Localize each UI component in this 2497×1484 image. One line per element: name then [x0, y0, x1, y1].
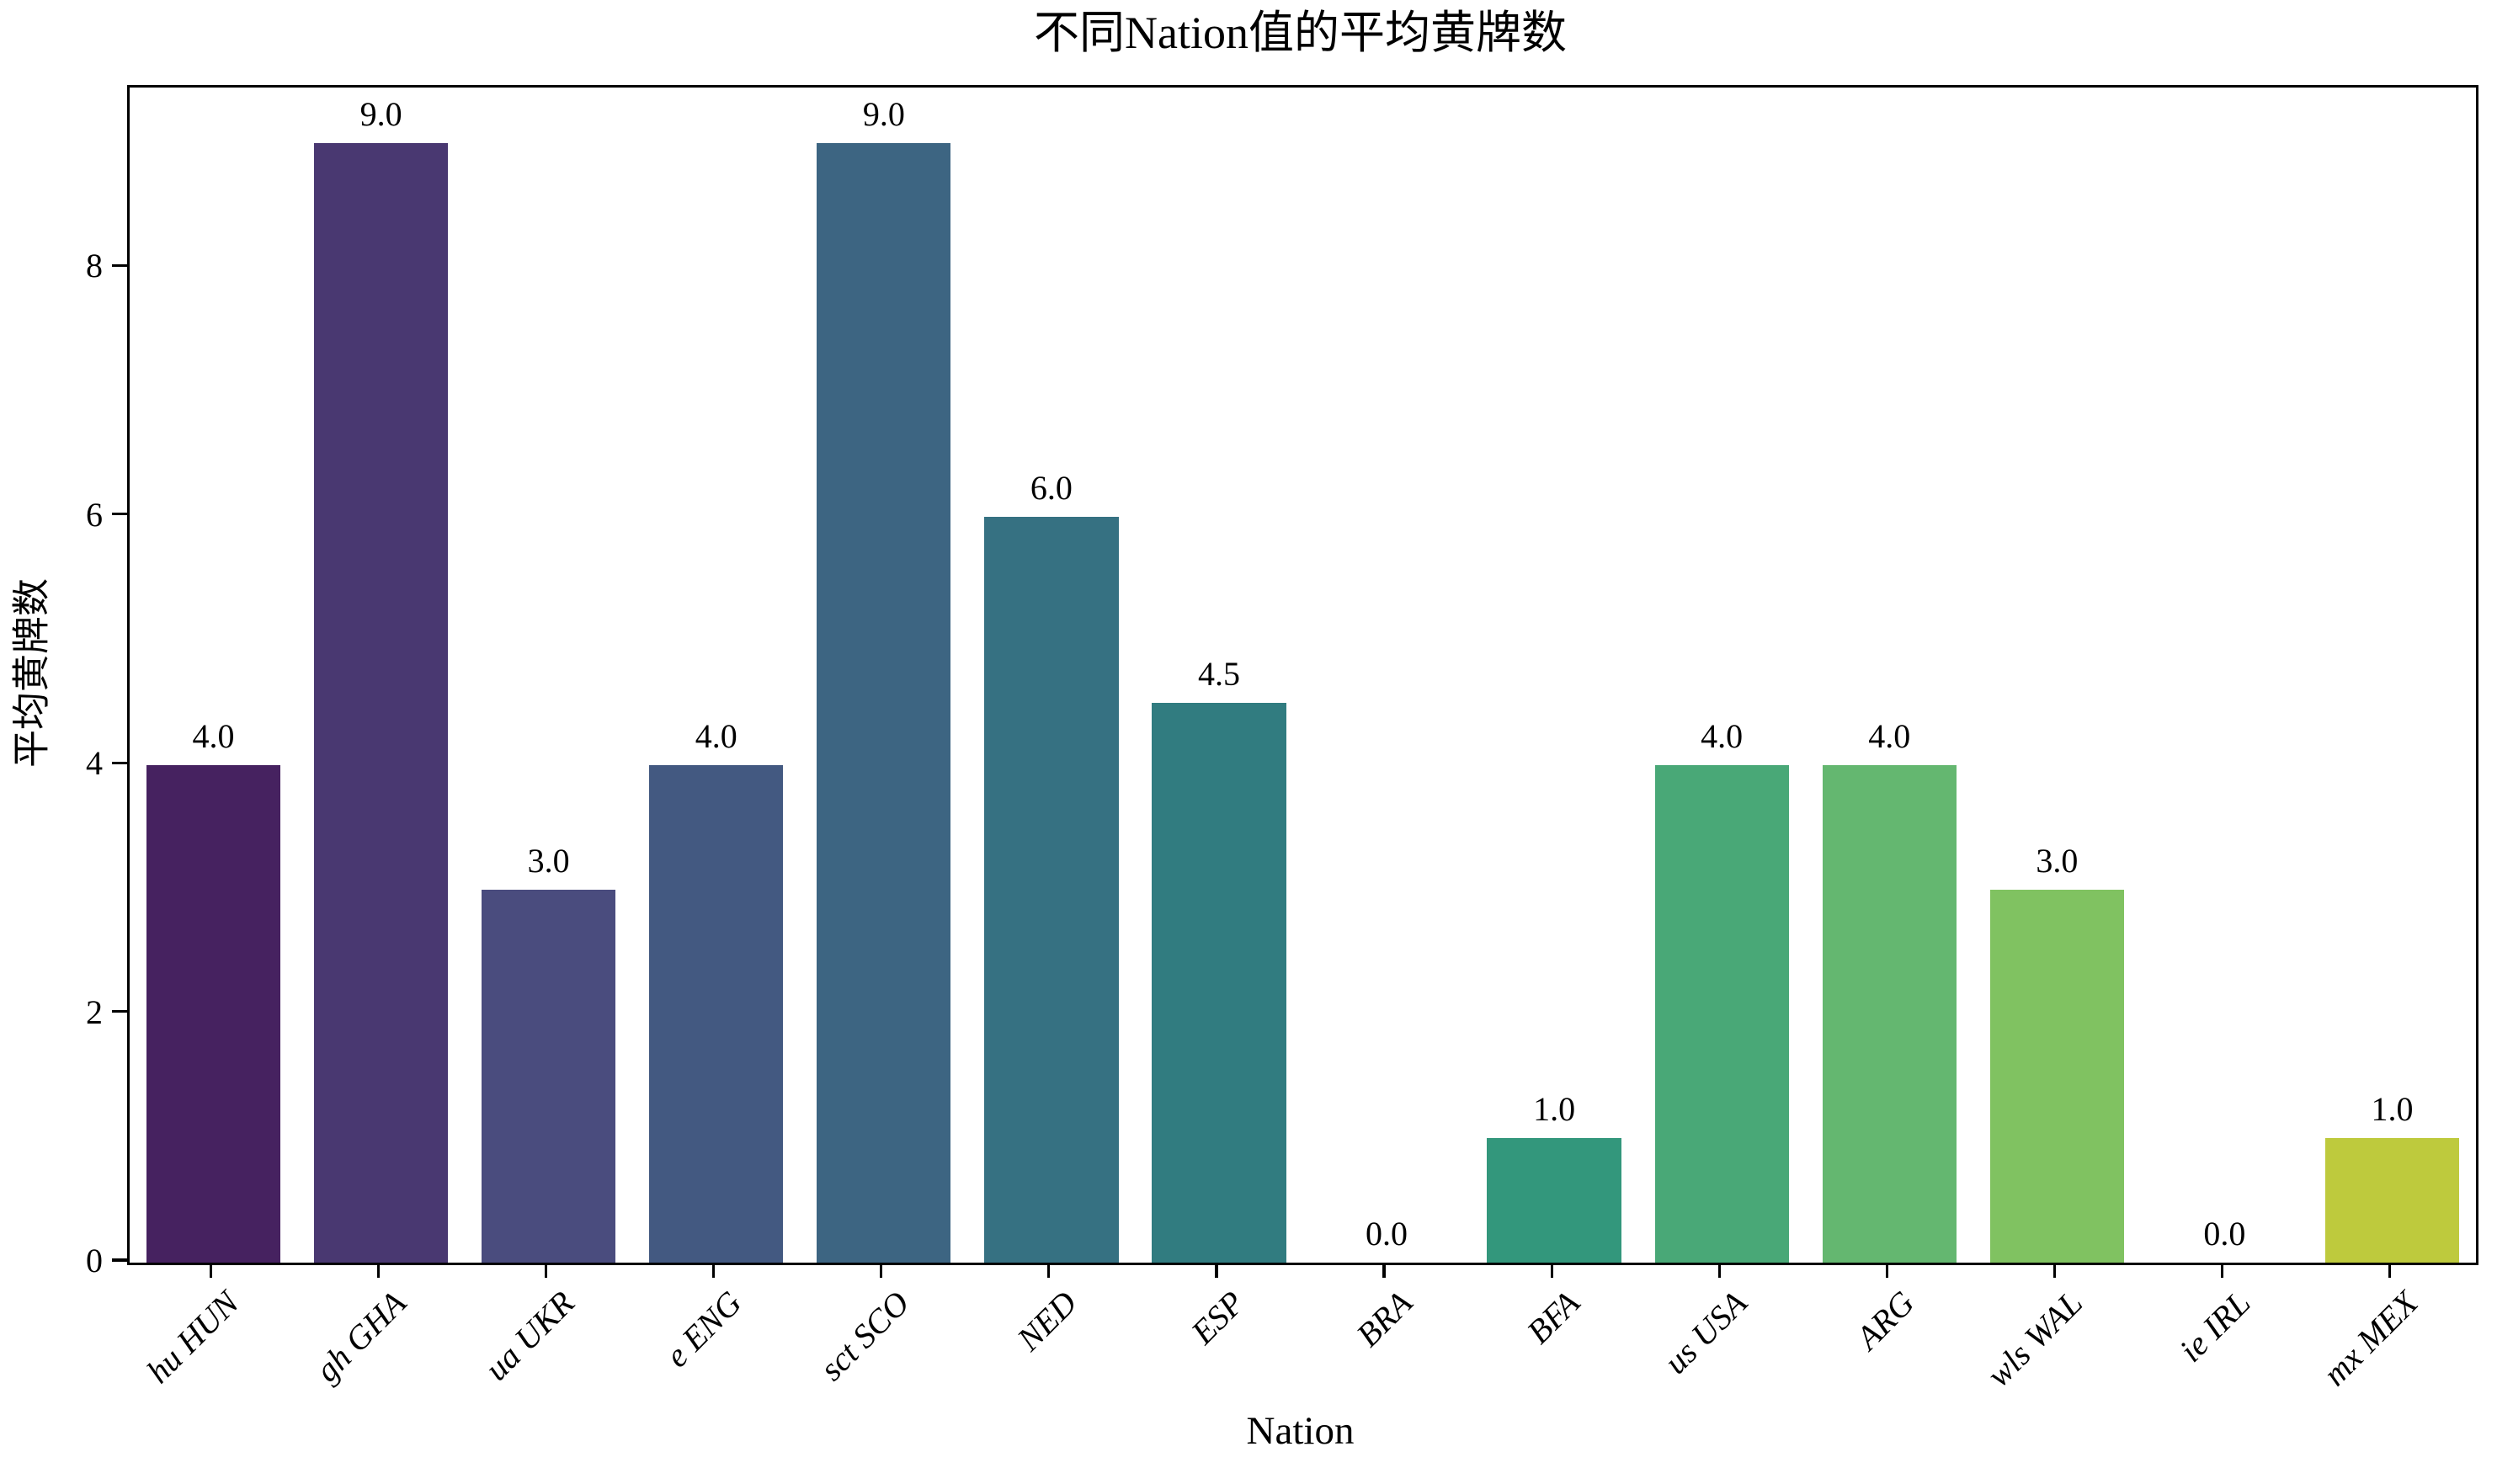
- x-tick-mark: [2052, 1263, 2056, 1278]
- x-tick-mark: [2388, 1263, 2392, 1278]
- bar-e ENG: [649, 765, 784, 1263]
- x-tick-mark: [712, 1263, 716, 1278]
- bar-value-label: 1.0: [2371, 1090, 2414, 1129]
- bar-value-label: 3.0: [527, 841, 570, 880]
- x-axis-label: Nation: [1246, 1409, 1355, 1453]
- y-tick-mark: [112, 513, 127, 516]
- x-tick-label: ua UKR: [477, 1283, 582, 1388]
- x-tick-label: e ENG: [658, 1283, 749, 1375]
- x-tick-label: wls WAL: [1978, 1283, 2090, 1395]
- bar-NED: [984, 516, 1119, 1263]
- x-tick-label: ie IRL: [2171, 1283, 2258, 1370]
- bar-us USA: [1654, 765, 1789, 1263]
- y-tick-label: 8: [86, 247, 103, 285]
- x-tick-mark: [2220, 1263, 2223, 1278]
- bar-sct SCO: [817, 143, 951, 1263]
- bar-value-label: 3.0: [2036, 841, 2079, 880]
- x-tick-mark: [377, 1263, 381, 1278]
- bar-value-label: 4.0: [695, 717, 737, 756]
- y-tick-mark: [112, 263, 127, 267]
- bar-ESP: [1152, 703, 1286, 1263]
- x-tick-mark: [545, 1263, 548, 1278]
- bar-value-label: 0.0: [2203, 1215, 2246, 1253]
- bar-value-label: 4.0: [1701, 717, 1744, 756]
- plot-area: 4.0 9.0 3.0 4.0 9.0 6.0 4.5 0.0 1.0 4.0 4.0 3.0 0.0 1…: [127, 85, 2478, 1265]
- y-tick-mark: [112, 761, 127, 764]
- x-tick-mark: [1885, 1263, 1888, 1278]
- y-tick-label: 0: [86, 1242, 103, 1279]
- bar-hu HUN: [146, 765, 281, 1263]
- bar-mx MEX: [2324, 1138, 2460, 1263]
- x-tick-mark: [880, 1263, 883, 1278]
- y-tick-label: 6: [86, 495, 103, 534]
- bar-value-label: 4.5: [1197, 655, 1240, 694]
- x-tick-label: gh GHA: [307, 1283, 414, 1390]
- x-tick-mark: [1717, 1263, 1721, 1278]
- x-tick-mark: [1382, 1263, 1386, 1278]
- chart-title: 不同Nation值的平均黄牌数: [1034, 8, 1567, 58]
- x-tick-mark: [209, 1263, 213, 1278]
- bar-value-label: 1.0: [1533, 1090, 1576, 1129]
- bar-wls WAL: [1989, 889, 2124, 1263]
- bar-gh GHA: [313, 143, 449, 1263]
- x-tick-label: ARG: [1849, 1283, 1922, 1357]
- x-tick-label: mx MEX: [2315, 1283, 2425, 1393]
- x-tick-label: BFA: [1519, 1283, 1587, 1351]
- x-tick-label: sct SCO: [812, 1283, 917, 1388]
- bar-ARG: [1822, 765, 1957, 1263]
- bar-value-label: 6.0: [1030, 468, 1073, 507]
- y-tick-label: 2: [86, 992, 103, 1031]
- x-tick-label: ESP: [1184, 1283, 1252, 1352]
- x-tick-label: us USA: [1656, 1283, 1754, 1381]
- y-tick-label: 4: [86, 744, 103, 783]
- x-tick-label: hu HUN: [139, 1283, 247, 1391]
- x-tick-label: NED: [1009, 1283, 1084, 1359]
- bar-value-label: 4.0: [1868, 717, 1911, 756]
- bar-ua UKR: [482, 889, 616, 1263]
- y-axis-label: 平均黄牌数: [10, 578, 53, 769]
- x-tick-mark: [1550, 1263, 1553, 1278]
- bar-value-label: 9.0: [359, 95, 402, 134]
- x-tick-mark: [1215, 1263, 1218, 1278]
- y-tick-mark: [112, 1258, 127, 1262]
- x-tick-mark: [1047, 1263, 1051, 1278]
- x-tick-label: BRA: [1349, 1283, 1419, 1354]
- bar-BFA: [1487, 1138, 1621, 1263]
- bar-value-label: 0.0: [1366, 1215, 1408, 1253]
- y-tick-mark: [112, 1009, 127, 1013]
- bar-value-label: 4.0: [192, 717, 235, 756]
- bar-value-label: 9.0: [862, 95, 905, 134]
